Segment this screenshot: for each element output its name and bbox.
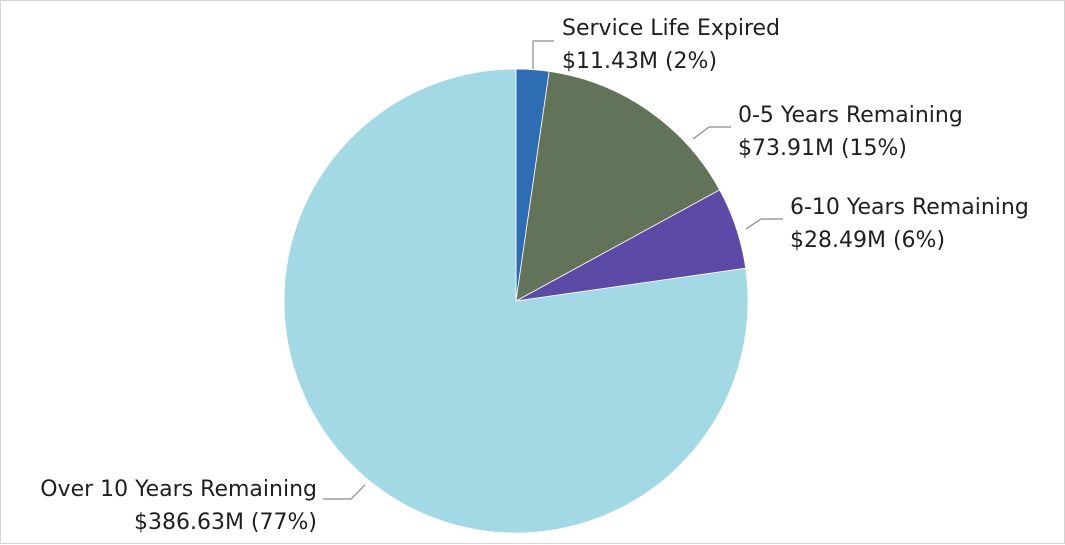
label-value-6-10-years: $28.49M (6%) xyxy=(790,228,945,253)
label-name-over-10-years: Over 10 Years Remaining xyxy=(40,477,317,502)
label-name-service-life-expired: Service Life Expired xyxy=(562,16,780,41)
pie-slice-over-10-years-remaining xyxy=(283,68,749,534)
label-value-0-5-years: $73.91M (15%) xyxy=(738,136,907,161)
leader-line-0-5-years xyxy=(692,126,731,140)
label-name-0-5-years: 0-5 Years Remaining xyxy=(738,103,963,128)
label-name-6-10-years: 6-10 Years Remaining xyxy=(790,195,1029,220)
leader-line-service-life-expired xyxy=(532,40,554,69)
leader-lines xyxy=(323,40,783,500)
label-value-service-life-expired: $11.43M (2%) xyxy=(562,49,717,74)
pie-slice-0-5-years-remaining xyxy=(515,70,721,302)
label-value-over-10-years: $386.63M (77%) xyxy=(134,510,317,535)
leader-line-6-10-years xyxy=(745,218,783,230)
pie-slices xyxy=(283,68,749,534)
leader-line-over-10-years xyxy=(323,484,366,500)
